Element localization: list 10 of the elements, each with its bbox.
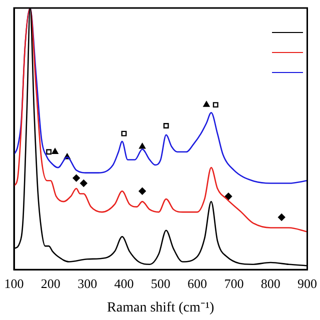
x-tick-label: 200 (40, 276, 60, 291)
x-tick-label: 500 (150, 276, 170, 291)
x-tick-label: 800 (260, 276, 280, 291)
x-axis-title: Raman shift (cm⁻¹) (107, 300, 215, 316)
x-tick-label: 900 (298, 276, 317, 291)
x-tick-label: 300 (78, 276, 98, 291)
x-tick-label: 100 (4, 276, 24, 291)
x-tick-label: 700 (224, 276, 244, 291)
x-tick-label: 600 (188, 276, 208, 291)
x-tick-label: 400 (114, 276, 134, 291)
